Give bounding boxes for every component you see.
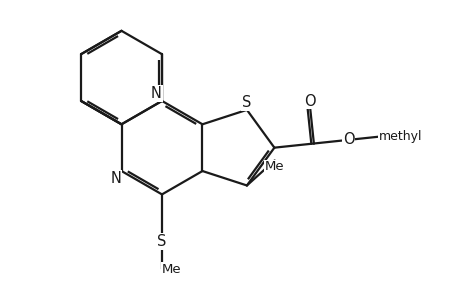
- Text: N: N: [151, 86, 162, 101]
- Text: S: S: [157, 234, 166, 249]
- Text: O: O: [342, 132, 354, 147]
- Text: Me: Me: [162, 263, 181, 276]
- Text: N: N: [111, 171, 121, 186]
- Text: O: O: [304, 94, 315, 109]
- Text: S: S: [242, 95, 251, 110]
- Text: Me: Me: [264, 160, 284, 173]
- Text: methyl: methyl: [378, 130, 421, 143]
